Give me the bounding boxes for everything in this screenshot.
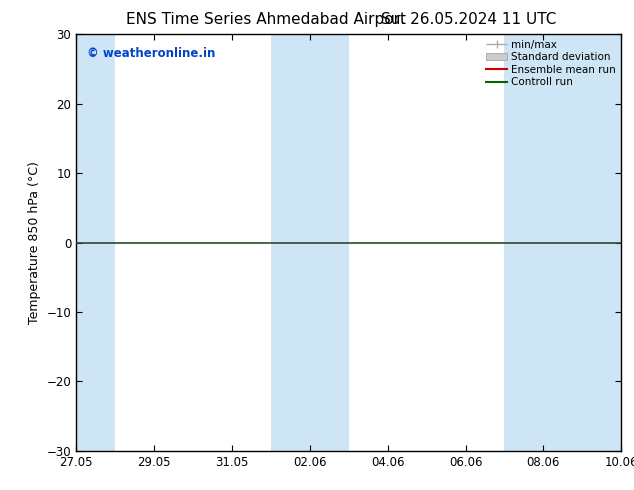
Bar — [505, 34, 621, 451]
Bar — [76, 34, 115, 451]
Bar — [271, 34, 349, 451]
Text: ENS Time Series Ahmedabad Airport: ENS Time Series Ahmedabad Airport — [126, 12, 406, 27]
Text: Su. 26.05.2024 11 UTC: Su. 26.05.2024 11 UTC — [382, 12, 557, 27]
Legend: min/max, Standard deviation, Ensemble mean run, Controll run: min/max, Standard deviation, Ensemble me… — [484, 37, 618, 89]
Y-axis label: Temperature 850 hPa (°C): Temperature 850 hPa (°C) — [28, 161, 41, 324]
Text: © weatheronline.in: © weatheronline.in — [87, 47, 216, 60]
